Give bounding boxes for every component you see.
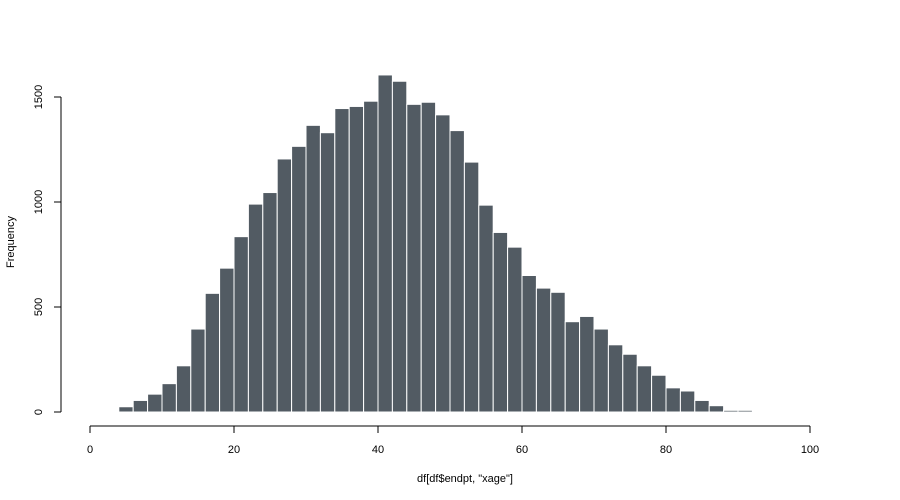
y-tick-label: 500 <box>33 298 45 316</box>
histogram-bar <box>708 405 725 413</box>
histogram-bar <box>593 328 609 413</box>
histogram-bar <box>737 409 753 413</box>
y-tick-label: 0 <box>33 409 45 415</box>
histogram-bar <box>391 80 408 413</box>
histogram-bar <box>420 101 437 413</box>
histogram-bar <box>463 161 480 413</box>
histogram-bar <box>305 124 321 413</box>
histogram-bar <box>449 130 465 413</box>
histogram-bar <box>334 108 350 413</box>
histogram-bar <box>651 374 667 413</box>
histogram-bar <box>190 328 206 413</box>
y-axis-ticks: 0 500 1000 1500 <box>33 85 61 415</box>
histogram-bar <box>521 275 537 413</box>
histogram-bar <box>636 365 653 413</box>
histogram-bar <box>694 399 710 413</box>
histogram-bar <box>507 246 523 413</box>
histogram-bar <box>564 321 581 413</box>
histogram-bar <box>406 103 422 413</box>
histogram-bars <box>118 74 753 413</box>
histogram-bar <box>579 315 595 413</box>
x-tick-label: 20 <box>228 444 240 456</box>
x-axis-title: df[df$endpt, "xage"] <box>417 473 513 485</box>
histogram-bar <box>679 390 696 413</box>
histogram-bar <box>622 353 638 413</box>
histogram-bar <box>147 393 163 413</box>
histogram-bar <box>348 105 365 413</box>
histogram-bar <box>262 192 278 413</box>
y-tick-label: 1000 <box>33 190 45 214</box>
histogram-bar <box>291 145 307 413</box>
histogram-bar <box>219 267 235 413</box>
histogram-bar <box>535 287 552 413</box>
histogram-bar <box>550 291 566 413</box>
x-tick-label: 100 <box>801 444 819 456</box>
histogram-bar <box>132 399 149 413</box>
y-tick-label: 1500 <box>33 85 45 109</box>
histogram-bar <box>233 236 249 413</box>
histogram-bar <box>607 344 624 413</box>
histogram-bar <box>118 406 134 413</box>
histogram-bar <box>319 132 336 413</box>
histogram-bar <box>276 158 293 413</box>
histogram-bar <box>435 114 451 413</box>
histogram-bar <box>492 231 509 413</box>
histogram-bar <box>665 387 681 413</box>
histogram-bar <box>723 409 739 413</box>
histogram-bar <box>377 74 393 413</box>
histogram-bar <box>204 292 221 413</box>
histogram-bar <box>161 383 177 413</box>
y-axis-title: Frequency <box>5 216 17 268</box>
x-axis-ticks: 0 20 40 60 80 100 <box>87 426 819 456</box>
histogram-bar <box>478 204 494 413</box>
x-tick-label: 60 <box>516 444 528 456</box>
histogram-bar <box>175 365 192 413</box>
histogram-bar <box>363 100 379 413</box>
x-tick-label: 0 <box>87 444 93 456</box>
histogram-bar <box>247 203 264 413</box>
x-tick-label: 80 <box>660 444 672 456</box>
x-tick-label: 40 <box>372 444 384 456</box>
